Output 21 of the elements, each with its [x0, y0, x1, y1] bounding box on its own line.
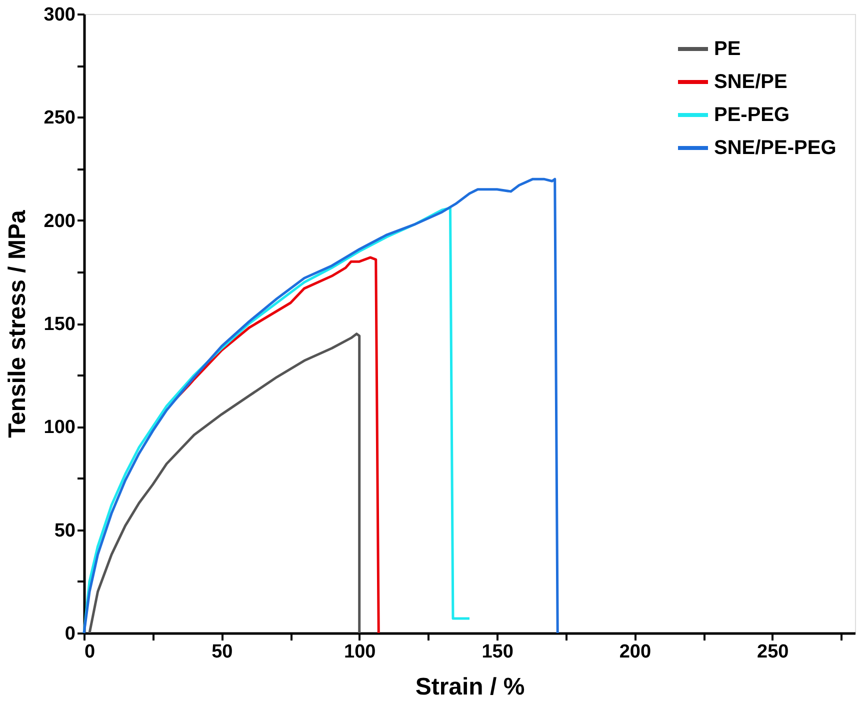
x-axis-title: Strain / % — [415, 674, 525, 700]
legend-label: SNE/PE-PEG — [714, 137, 836, 159]
y-tick-label: 100 — [44, 417, 76, 438]
legend-label: PE — [714, 38, 741, 60]
line-series — [88, 332, 361, 634]
legend-label: SNE/PE — [714, 71, 788, 93]
y-tick-label: 50 — [54, 520, 76, 542]
x-tick-label: 50 — [212, 642, 233, 662]
x-tick-label: 0 — [84, 642, 96, 662]
y-tick-label: 300 — [44, 4, 76, 26]
x-tick-label: 200 — [619, 642, 652, 662]
x-tick-label: 250 — [757, 642, 789, 662]
y-axis-title: Tensile stress / MPa — [4, 210, 31, 438]
x-tick-label: 100 — [344, 642, 376, 662]
y-tick-label: 150 — [44, 314, 76, 335]
line-series — [82, 178, 559, 634]
legend-label: PE-PEG — [714, 104, 790, 126]
y-tick-label: 250 — [44, 108, 76, 129]
x-tick-label: 150 — [482, 642, 514, 662]
y-tick-label: 0 — [64, 624, 76, 644]
y-tick-label: 200 — [44, 210, 76, 232]
